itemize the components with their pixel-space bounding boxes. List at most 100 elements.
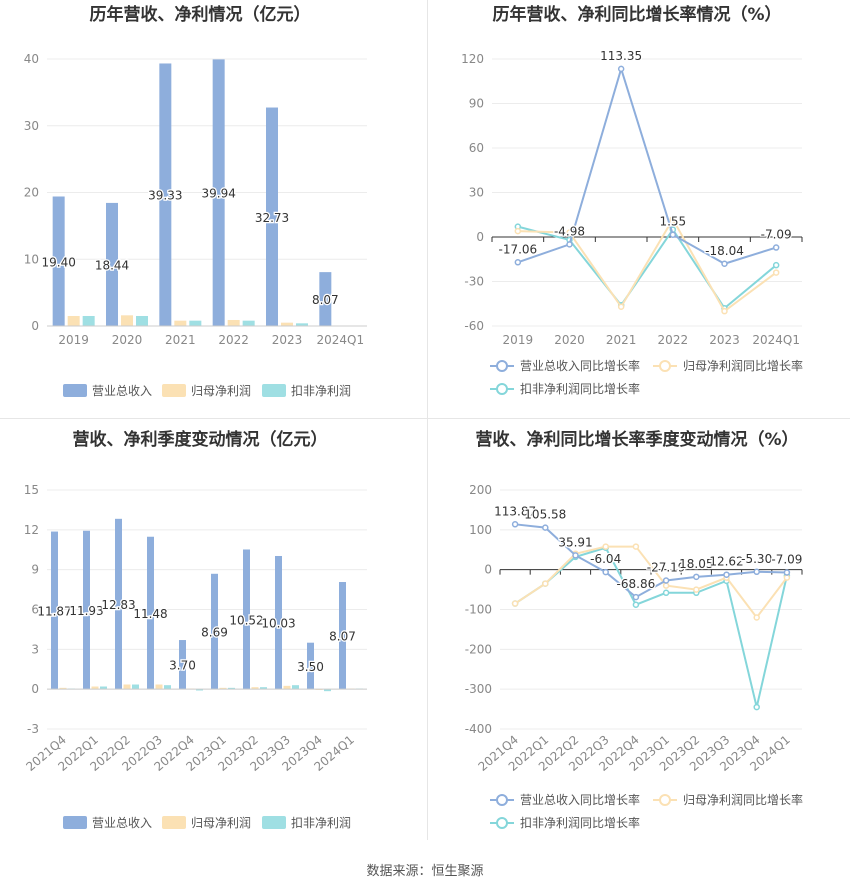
bar	[266, 107, 278, 326]
y-tick-label: 90	[469, 97, 484, 111]
data-label: 10.03	[261, 617, 295, 631]
data-label: 39.94	[201, 187, 235, 201]
data-label: 1.55	[659, 215, 686, 229]
series-point	[542, 580, 549, 587]
x-tick-label: 2021	[165, 333, 196, 347]
data-label: -27.19	[647, 560, 686, 574]
series-point	[632, 593, 640, 601]
series-line	[517, 225, 777, 310]
y-tick-label: -300	[465, 682, 492, 696]
data-label: -7.09	[771, 552, 802, 566]
data-source: 数据来源：恒生聚源	[366, 864, 484, 879]
series-point	[566, 241, 573, 248]
annual-revenue-profit-chart: 历年营收、净利情况（亿元） 0 10 20 30 40 19.40 18.44 39.33 39.…	[24, 4, 367, 398]
series-point	[617, 65, 625, 73]
data-label: 11.87	[37, 604, 71, 618]
series-point	[662, 582, 670, 589]
data-label: 3.50	[297, 660, 324, 674]
bar	[174, 320, 187, 326]
series-point	[514, 259, 522, 266]
bar	[211, 573, 218, 690]
x-tick-label: 2019	[58, 333, 89, 347]
bar	[260, 687, 267, 690]
series-point	[723, 571, 730, 578]
data-label: -4.98	[554, 224, 585, 238]
series-point	[772, 244, 780, 251]
y-tick-label: 0	[31, 319, 39, 333]
legend-label: 归母净利润同比增长率	[683, 792, 803, 807]
data-label: 35.91	[558, 535, 592, 549]
legend-label: 扣非净利润同比增长率	[520, 381, 640, 396]
x-tick-label: 2022	[658, 333, 689, 347]
bar	[136, 315, 148, 326]
series-line	[517, 217, 777, 313]
legend-label: 归母净利润	[191, 384, 251, 398]
data-label: -5.30	[741, 552, 772, 566]
bar	[228, 687, 235, 690]
chart-title: 营收、净利季度变动情况（亿元）	[73, 429, 328, 450]
bar	[219, 687, 227, 690]
legend-label: 营业总收入同比增长率	[520, 792, 640, 807]
legend-label: 扣非净利润同比增长率	[520, 815, 640, 830]
bar	[147, 536, 154, 690]
chart-title: 历年营收、净利同比增长率情况（%）	[492, 4, 781, 25]
bar	[51, 531, 58, 690]
bar	[307, 642, 314, 690]
bar	[164, 685, 171, 690]
bar	[319, 272, 332, 326]
series-point	[514, 227, 522, 235]
data-label: -18.04	[705, 244, 744, 258]
data-label: 18.05	[679, 557, 713, 571]
bar	[296, 323, 308, 326]
y-tick-label: 0	[476, 230, 484, 244]
series-point	[721, 260, 728, 268]
series-point	[669, 231, 677, 238]
data-label: 11.48	[133, 607, 167, 621]
annual-growth-rate-chart: 历年营收、净利同比增长率情况（%） -60 -30 0 30 60 90 120 -17.06 -…	[461, 4, 803, 396]
legend-label: 营业总收入	[92, 384, 152, 398]
data-label: 8.07	[329, 630, 356, 644]
data-label: 8.07	[312, 293, 339, 307]
legend-marker	[496, 817, 508, 829]
bar	[115, 518, 122, 690]
series-point	[617, 303, 625, 310]
bar	[212, 59, 225, 326]
y-tick-label: 6	[31, 603, 39, 617]
bar	[281, 322, 293, 326]
series-point	[662, 589, 670, 597]
y-tick-label: 15	[24, 483, 39, 497]
legend-swatch	[262, 384, 286, 397]
series-point	[511, 521, 519, 528]
y-tick-label: 10	[24, 252, 39, 266]
bar	[339, 582, 346, 690]
bar	[121, 315, 133, 326]
bar	[275, 555, 282, 690]
bar	[83, 530, 90, 690]
x-tick-label: 2022	[218, 333, 249, 347]
bar	[67, 315, 80, 326]
data-label: 11.93	[69, 604, 103, 618]
data-label: 12.62	[709, 555, 743, 569]
data-label: 105.58	[524, 508, 566, 522]
bar	[243, 549, 250, 690]
legend-label: 营业总收入	[92, 816, 152, 830]
legend-marker	[496, 794, 508, 806]
series-point	[662, 577, 670, 584]
chart-title: 营收、净利同比增长率季度变动情况（%）	[475, 429, 798, 450]
y-tick-label: 3	[31, 642, 39, 656]
series-point	[721, 307, 728, 315]
x-tick-label: 2023	[709, 333, 740, 347]
x-tick-label: 2024Q1	[752, 333, 800, 347]
vertical-divider	[427, 0, 428, 840]
bar	[59, 687, 67, 690]
series-point	[572, 552, 579, 559]
y-tick-label: 30	[24, 119, 39, 133]
data-label: 10.52	[229, 613, 263, 627]
legend-swatch	[162, 816, 186, 829]
bar	[132, 684, 139, 690]
y-tick-label: 12	[24, 523, 39, 537]
data-label: 19.40	[41, 255, 75, 269]
quarterly-revenue-profit-chart: 营收、净利季度变动情况（亿元） -3 0 3 6 9 12 15 11.8711.9312.83…	[23, 429, 367, 830]
y-tick-label: 120	[461, 52, 484, 66]
